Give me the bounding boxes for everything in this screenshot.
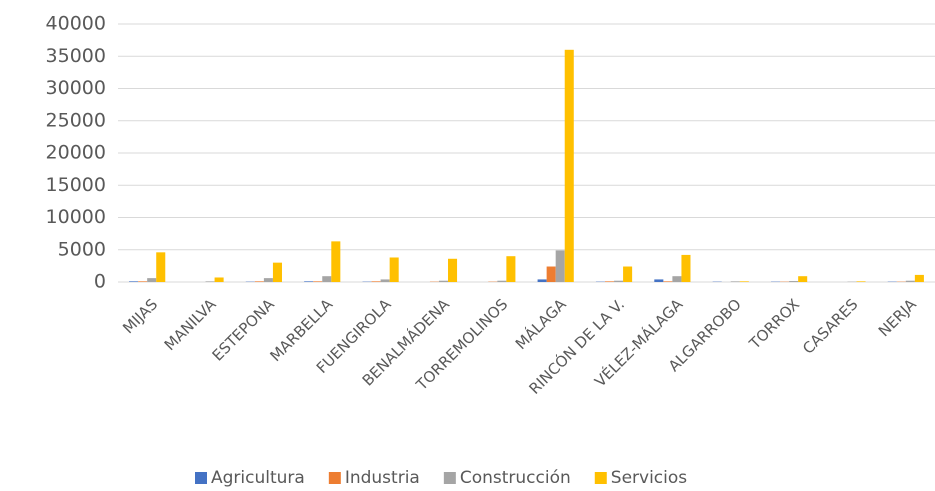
bar bbox=[129, 281, 139, 282]
bar bbox=[663, 281, 673, 282]
bar bbox=[214, 277, 224, 282]
y-tick-label: 35000 bbox=[46, 45, 106, 67]
legend-label: Servicios bbox=[611, 468, 687, 488]
bar bbox=[331, 241, 341, 282]
bar bbox=[914, 274, 924, 282]
bar bbox=[380, 279, 390, 282]
bar bbox=[564, 49, 574, 282]
legend-label: Industria bbox=[345, 468, 420, 488]
bar bbox=[272, 262, 282, 282]
bar bbox=[156, 252, 166, 282]
x-tick-label: TORROX bbox=[745, 295, 803, 353]
bar bbox=[739, 281, 749, 282]
bar bbox=[681, 254, 691, 282]
bar bbox=[322, 276, 332, 282]
y-tick-label: 5000 bbox=[58, 238, 106, 260]
bar bbox=[138, 281, 148, 282]
x-tick-label: MÁLAGA bbox=[511, 294, 570, 353]
legend-swatch bbox=[328, 472, 341, 484]
y-tick-label: 10000 bbox=[46, 206, 106, 228]
x-tick-label: NERJA bbox=[875, 295, 920, 340]
bar bbox=[555, 250, 565, 282]
bar bbox=[856, 281, 866, 282]
bar bbox=[537, 279, 547, 282]
legend-label: Agricultura bbox=[211, 468, 305, 488]
bar bbox=[614, 280, 624, 282]
legend-label: Construcción bbox=[460, 468, 571, 488]
y-tick-label: 0 bbox=[94, 271, 106, 293]
bar bbox=[371, 281, 381, 282]
bar bbox=[304, 281, 314, 282]
bar bbox=[623, 266, 633, 282]
y-tick-label: 15000 bbox=[46, 174, 106, 196]
bar bbox=[798, 276, 808, 282]
x-tick-label: CASARES bbox=[799, 295, 861, 357]
bar bbox=[263, 278, 273, 282]
bar bbox=[905, 280, 915, 282]
y-tick-label: 40000 bbox=[46, 13, 106, 35]
bar bbox=[604, 281, 615, 282]
bar bbox=[254, 281, 264, 282]
y-tick-label: 25000 bbox=[46, 109, 106, 131]
bar bbox=[147, 278, 157, 282]
legend-swatch bbox=[195, 472, 207, 484]
bar bbox=[654, 279, 664, 282]
y-tick-label: 30000 bbox=[46, 77, 106, 99]
x-tick-label: MANILVA bbox=[161, 295, 220, 354]
y-tick-label: 20000 bbox=[46, 142, 106, 164]
x-tick-label: MIJAS bbox=[119, 295, 161, 337]
bar bbox=[389, 257, 399, 282]
x-tick-label: RINCÓN DE LA V. bbox=[525, 295, 628, 398]
bar bbox=[448, 258, 458, 282]
bar bbox=[205, 281, 215, 282]
legend-swatch bbox=[594, 472, 607, 484]
bar bbox=[730, 281, 740, 282]
legend-swatch bbox=[443, 472, 456, 484]
bar bbox=[313, 281, 323, 282]
bar bbox=[546, 266, 556, 282]
bar bbox=[438, 280, 449, 282]
bar bbox=[506, 256, 516, 282]
bar bbox=[672, 276, 682, 282]
bar bbox=[497, 280, 507, 282]
bar bbox=[789, 281, 799, 282]
